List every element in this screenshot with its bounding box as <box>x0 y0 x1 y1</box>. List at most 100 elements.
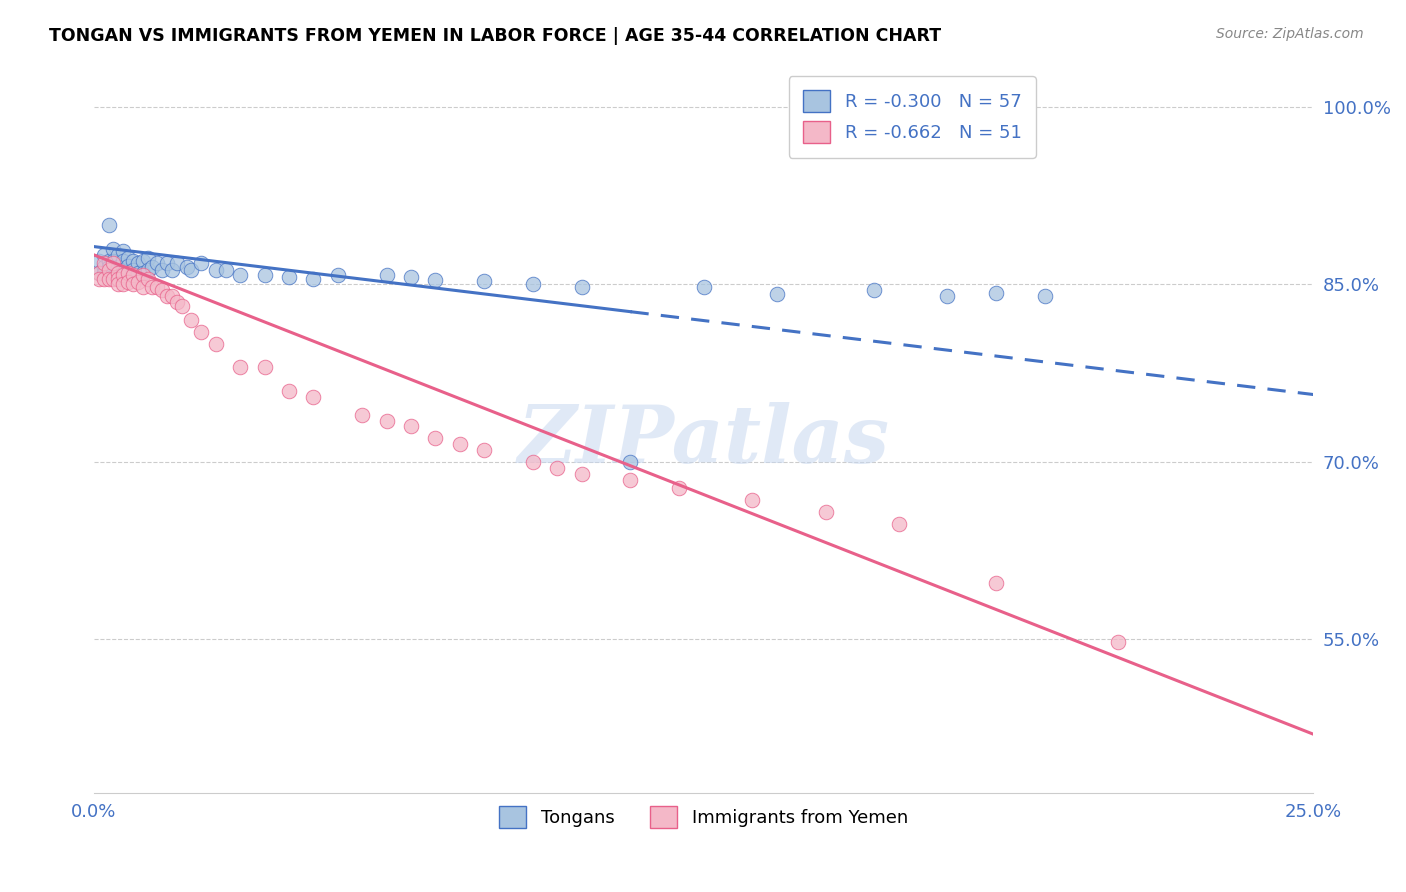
Point <box>117 275 139 289</box>
Point <box>93 260 115 274</box>
Text: ZIPatlas: ZIPatlas <box>517 402 890 480</box>
Point <box>472 443 495 458</box>
Point <box>176 260 198 274</box>
Point <box>112 263 135 277</box>
Point <box>741 492 763 507</box>
Point <box>127 266 149 280</box>
Point <box>97 219 120 233</box>
Point <box>986 285 1008 300</box>
Point <box>166 295 188 310</box>
Point <box>141 280 163 294</box>
Point <box>93 248 115 262</box>
Point <box>986 575 1008 590</box>
Point <box>131 266 153 280</box>
Point <box>302 390 325 404</box>
Point <box>425 431 447 445</box>
Point <box>103 242 125 256</box>
Point <box>103 256 125 270</box>
Point <box>97 260 120 274</box>
Point <box>326 268 349 282</box>
Point <box>150 263 173 277</box>
Point <box>253 268 276 282</box>
Point <box>131 253 153 268</box>
Point <box>765 287 787 301</box>
Point <box>522 277 544 292</box>
Point <box>399 419 422 434</box>
Point <box>190 325 212 339</box>
Point <box>93 266 115 280</box>
Point <box>107 271 129 285</box>
Point <box>1033 289 1056 303</box>
Point <box>117 259 139 273</box>
Point <box>103 266 125 280</box>
Point <box>619 455 641 469</box>
Point <box>97 271 120 285</box>
Point <box>425 273 447 287</box>
Point <box>93 256 115 270</box>
Point <box>160 289 183 303</box>
Point <box>87 253 110 268</box>
Point <box>107 266 129 280</box>
Point <box>571 467 593 481</box>
Point <box>229 268 252 282</box>
Legend: Tongans, Immigrants from Yemen: Tongans, Immigrants from Yemen <box>492 799 915 836</box>
Point <box>472 274 495 288</box>
Point <box>522 455 544 469</box>
Point <box>112 244 135 259</box>
Point <box>692 280 714 294</box>
Point <box>160 263 183 277</box>
Point <box>127 256 149 270</box>
Point <box>205 263 228 277</box>
Point <box>863 284 886 298</box>
Point <box>122 263 145 277</box>
Point <box>103 253 125 268</box>
Point <box>141 260 163 274</box>
Point <box>278 384 301 398</box>
Point <box>887 516 910 531</box>
Point <box>619 473 641 487</box>
Text: TONGAN VS IMMIGRANTS FROM YEMEN IN LABOR FORCE | AGE 35-44 CORRELATION CHART: TONGAN VS IMMIGRANTS FROM YEMEN IN LABOR… <box>49 27 942 45</box>
Point <box>107 248 129 262</box>
Point <box>302 271 325 285</box>
Point <box>136 271 159 285</box>
Point <box>180 313 202 327</box>
Point <box>229 360 252 375</box>
Point <box>146 280 169 294</box>
Point <box>205 336 228 351</box>
Point <box>122 277 145 292</box>
Point <box>180 263 202 277</box>
Point <box>190 256 212 270</box>
Point <box>103 271 125 285</box>
Point <box>87 266 110 280</box>
Point <box>170 299 193 313</box>
Point <box>166 256 188 270</box>
Point <box>936 289 959 303</box>
Point <box>214 263 236 277</box>
Point <box>107 277 129 292</box>
Point <box>352 408 374 422</box>
Point <box>571 280 593 294</box>
Point <box>546 461 568 475</box>
Point <box>117 266 139 280</box>
Point <box>117 266 139 280</box>
Point <box>112 277 135 292</box>
Point <box>87 271 110 285</box>
Point <box>814 505 837 519</box>
Point <box>253 360 276 375</box>
Point <box>97 263 120 277</box>
Point <box>122 253 145 268</box>
Point <box>136 252 159 266</box>
Text: Source: ZipAtlas.com: Source: ZipAtlas.com <box>1216 27 1364 41</box>
Point <box>122 268 145 282</box>
Point <box>131 280 153 294</box>
Point <box>107 260 129 274</box>
Point <box>112 253 135 268</box>
Point <box>97 253 120 268</box>
Point <box>156 289 179 303</box>
Point <box>278 270 301 285</box>
Point <box>449 437 471 451</box>
Point <box>1107 635 1129 649</box>
Point <box>375 268 398 282</box>
Point <box>131 268 153 282</box>
Point <box>93 271 115 285</box>
